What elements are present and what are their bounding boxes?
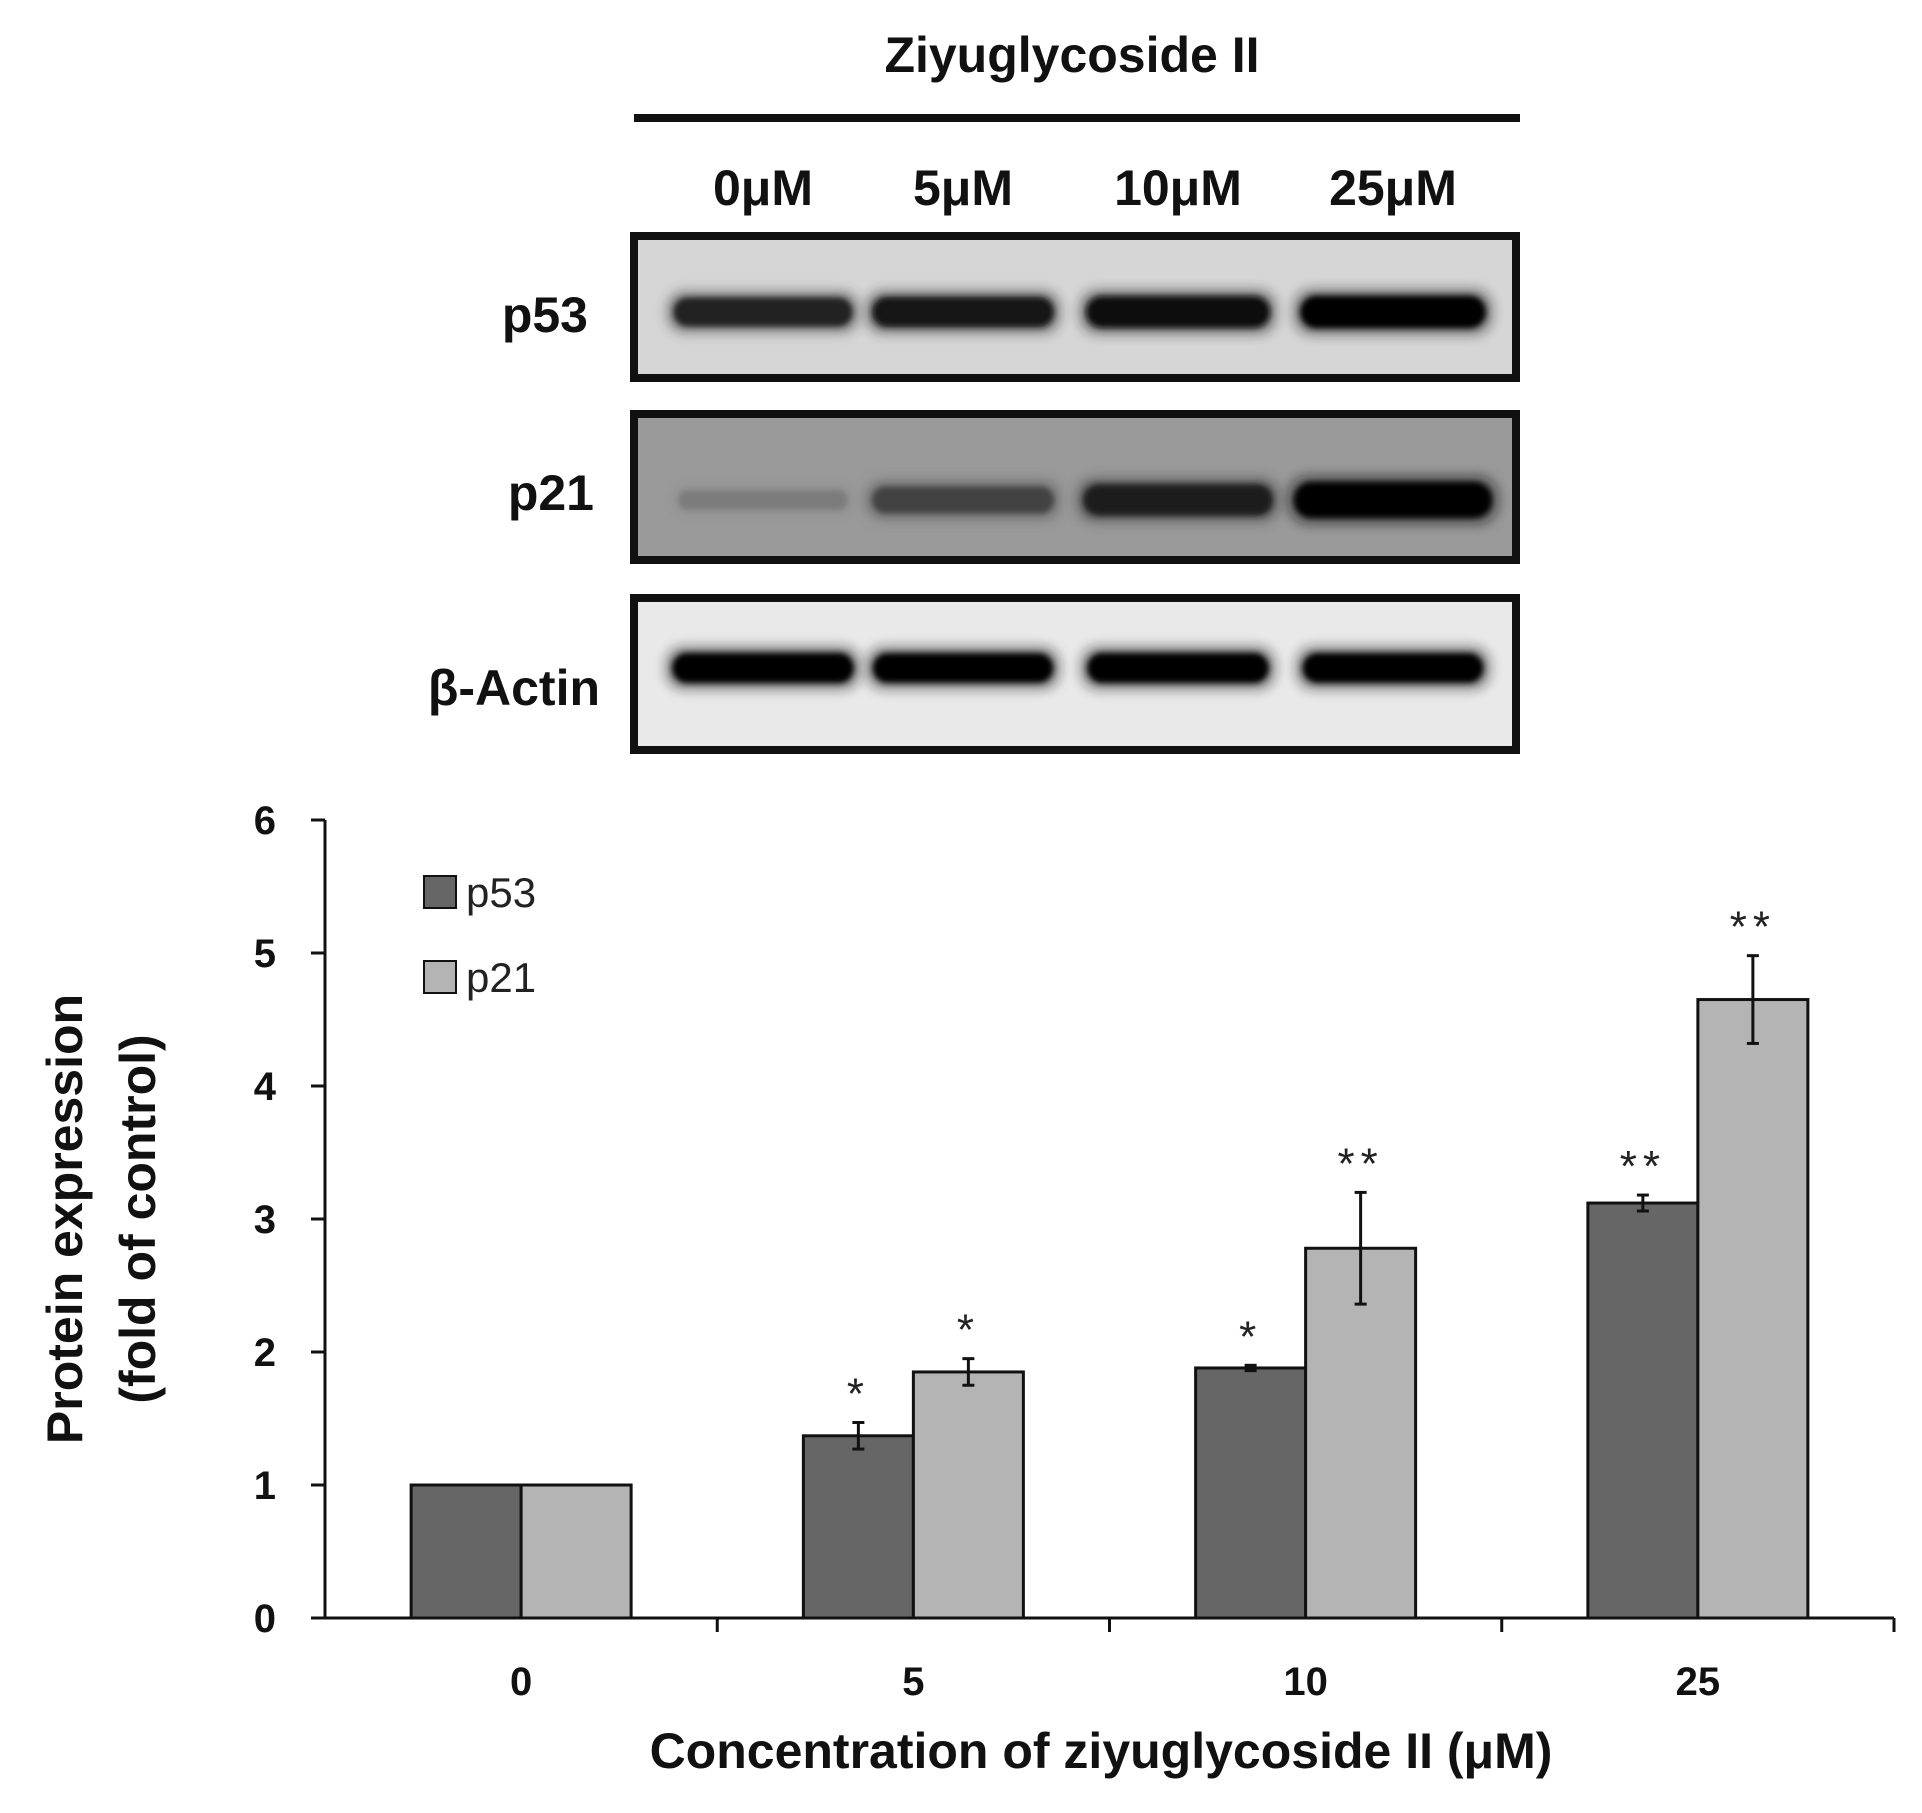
- blot-band: [872, 653, 1054, 683]
- y-tick-label: 1: [254, 1464, 276, 1508]
- y-tick-label: 5: [254, 932, 276, 976]
- blot-panel-beta-actin: β-Actin: [428, 594, 1520, 754]
- blot-band: [672, 652, 854, 684]
- blot-row-label: β-Actin: [428, 660, 600, 716]
- error-bars: [852, 954, 1759, 1451]
- blot-row-label: p53: [502, 287, 588, 343]
- significance-p21-5: *: [957, 1306, 980, 1355]
- blot-panel-p21: p21: [508, 410, 1520, 564]
- error-bar-p21-25: [1746, 954, 1759, 1045]
- blot-row-label: p21: [508, 465, 594, 521]
- y-tick-label: 4: [254, 1065, 277, 1109]
- lane-label-25: 25μM: [1329, 160, 1457, 216]
- blot-band: [1083, 484, 1273, 516]
- x-tick-label: 25: [1676, 1660, 1721, 1704]
- significance-p21-10: **: [1338, 1139, 1384, 1188]
- bar-p53-0: [409, 1483, 523, 1620]
- legend-swatch-p53: [423, 875, 457, 909]
- y-tick-label: 6: [254, 799, 276, 843]
- lane-label-0: 0μM: [713, 160, 813, 216]
- bars: [409, 998, 1810, 1620]
- legend-label-p53: p53: [466, 869, 536, 916]
- significance-p21-25: **: [1730, 903, 1776, 952]
- blot-frame: [630, 594, 1520, 754]
- significance-p53-25: **: [1620, 1142, 1666, 1191]
- error-bar-p53-5: [852, 1420, 865, 1451]
- lane-label-10: 10μM: [1114, 160, 1242, 216]
- y-ticks: 0 1 2 3 4 5 6: [254, 799, 325, 1641]
- x-tick-label: 0: [510, 1660, 532, 1704]
- significance-p53-5: *: [847, 1369, 870, 1418]
- error-bar-p21-10: [1354, 1190, 1367, 1306]
- error-bar-p21-5: [962, 1357, 975, 1387]
- bar-p53-10: [1194, 1366, 1308, 1620]
- lane-labels: 0μM 5μM 10μM 25μM: [713, 160, 1457, 216]
- y-tick-label: 0: [254, 1597, 276, 1641]
- significance-labels: *********: [847, 903, 1776, 1419]
- blot-band: [1300, 295, 1486, 329]
- blot-band: [1294, 482, 1492, 518]
- legend: p53 p21: [423, 869, 536, 1001]
- y-tick-label: 3: [254, 1198, 276, 1242]
- y-axis-label-line2: (fold of control): [110, 1034, 166, 1403]
- y-tick-label: 2: [254, 1331, 276, 1375]
- blot-band: [1086, 296, 1270, 328]
- significance-p53-10: *: [1239, 1312, 1262, 1361]
- legend-swatch-p21: [423, 960, 457, 994]
- blot-band: [673, 297, 853, 327]
- blot-band: [1302, 653, 1484, 683]
- blot-band: [872, 486, 1054, 514]
- blot-bands: [672, 476, 1498, 524]
- legend-label-p21: p21: [466, 954, 536, 1001]
- error-bar-p53-25: [1636, 1193, 1649, 1213]
- blot-frame: [630, 232, 1520, 382]
- blot-band: [872, 296, 1054, 328]
- bar-p53-25: [1586, 1201, 1700, 1620]
- bar-p21-0: [519, 1483, 633, 1620]
- blot-frame: [630, 410, 1520, 564]
- blot-title: Ziyuglycoside II: [884, 27, 1259, 83]
- blot-band: [1087, 652, 1269, 684]
- lane-label-5: 5μM: [913, 160, 1013, 216]
- x-tick-label: 10: [1283, 1660, 1328, 1704]
- x-ticks: 0 5 10 25: [510, 1618, 1896, 1704]
- bar-p21-5: [911, 1370, 1025, 1620]
- x-axis-label: Concentration of ziyuglycoside II (μM): [650, 1723, 1553, 1779]
- bar-p21-10: [1304, 1246, 1418, 1620]
- x-tick-label: 5: [902, 1660, 924, 1704]
- error-bar-p53-10: [1244, 1363, 1257, 1373]
- bar-p21-25: [1696, 998, 1810, 1620]
- blot-bands: [666, 646, 1490, 690]
- blot-bands: [667, 289, 1492, 335]
- blot-band: [678, 489, 848, 511]
- blot-panel-p53: p53: [502, 232, 1520, 382]
- y-axis-label-line1: Protein expression: [37, 994, 93, 1444]
- bar-p53-5: [801, 1434, 915, 1620]
